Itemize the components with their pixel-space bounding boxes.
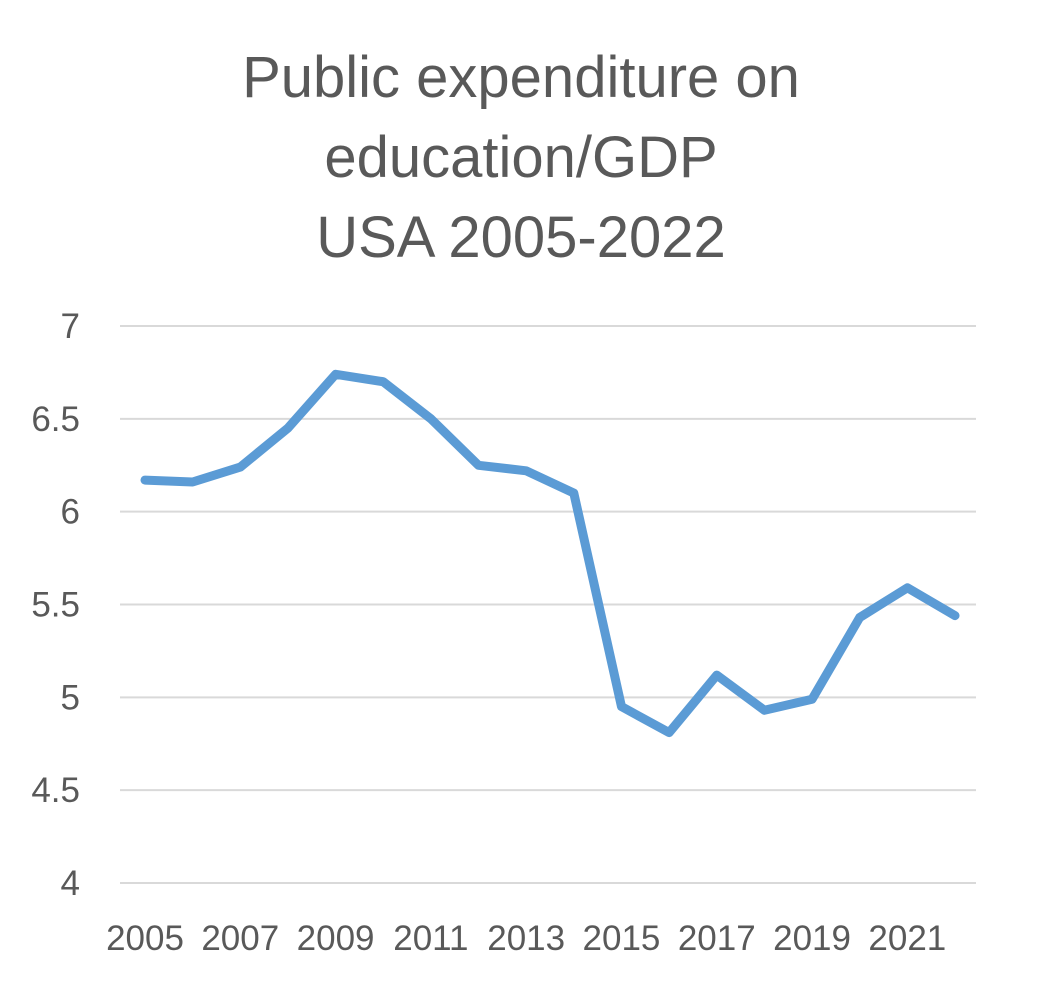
x-tick-label: 2015 (583, 919, 661, 958)
x-tick-label: 2007 (201, 919, 279, 958)
y-tick-label: 5 (61, 678, 80, 717)
y-tick-label: 4.5 (31, 771, 80, 810)
x-tick-label: 2017 (678, 919, 756, 958)
x-tick-label: 2009 (297, 919, 375, 958)
x-tick-label: 2013 (487, 919, 565, 958)
y-tick-label: 5.5 (31, 586, 80, 625)
x-tick-label: 2005 (106, 919, 184, 958)
x-axis-tick-labels: 2005 2007 2009 2011 2013 2015 2017 2019 2021 (106, 919, 946, 958)
x-tick-label: 2021 (868, 919, 946, 958)
y-tick-label: 4 (61, 864, 80, 903)
series-layer (140, 369, 960, 738)
chart-title-line-2: education/GDP (324, 125, 718, 190)
y-tick-label: 6 (61, 493, 80, 532)
x-tick-label: 2019 (773, 919, 851, 958)
y-tick-label: 6.5 (31, 400, 80, 439)
series-line-0 (140, 369, 960, 738)
grid-lines (120, 325, 976, 884)
x-tick-label: 2011 (393, 919, 468, 958)
y-axis-tick-labels: 4 4.5 5 5.5 6 6.5 7 (31, 307, 80, 903)
chart-title: Public expenditure on education/GDP USA … (0, 38, 1042, 278)
y-tick-label: 7 (61, 307, 80, 346)
chart-title-line-3: USA 2005-2022 (316, 205, 726, 270)
chart-title-line-1: Public expenditure on (242, 45, 800, 110)
